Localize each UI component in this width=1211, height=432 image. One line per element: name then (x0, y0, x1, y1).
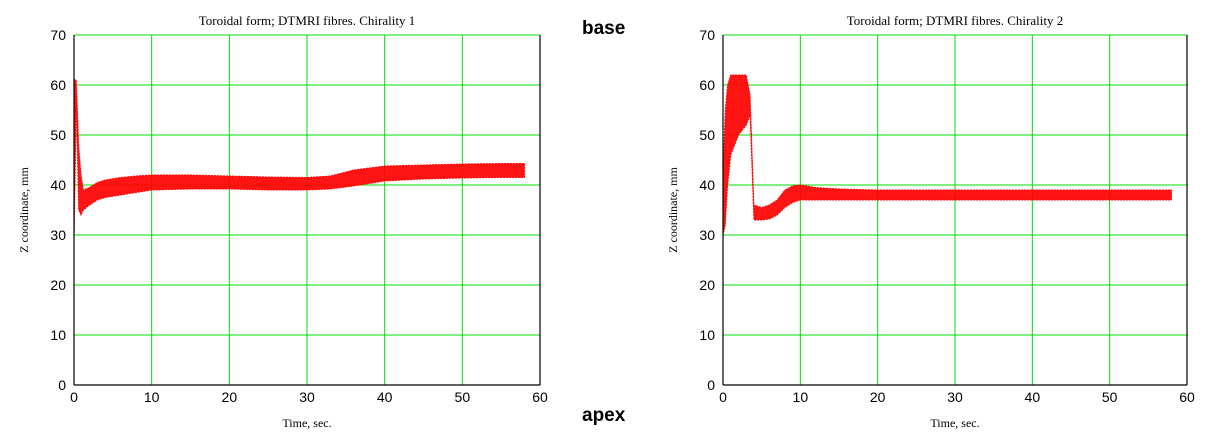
y-tick-label: 10 (699, 327, 715, 343)
y-axis-label: Z coordinate, mm (17, 167, 31, 253)
y-axis-label: Z coordinate, mm (666, 167, 680, 253)
data-band-series-0 (722, 74, 1172, 236)
x-tick-label: 40 (377, 389, 393, 405)
y-tick-label: 20 (50, 277, 66, 293)
y-tick-label: 10 (50, 327, 66, 343)
x-tick-label: 0 (719, 389, 727, 405)
x-tick-label: 20 (222, 389, 238, 405)
y-tick-label: 30 (50, 227, 66, 243)
y-tick-label: 50 (699, 127, 715, 143)
x-tick-label: 10 (144, 389, 160, 405)
base-label: base (582, 18, 625, 39)
x-tick-label: 40 (1025, 389, 1041, 405)
y-tick-label: 40 (50, 177, 66, 193)
chart-title: Toroidal form; DTMRI fibres. Chirality 1 (199, 13, 415, 28)
y-tick-label: 0 (707, 377, 715, 393)
chart-chirality-1: 0 10 20 30 40 50 60 0 10 20 30 40 50 60 70 Toroidal for… (17, 13, 548, 430)
x-tick-label: 30 (299, 389, 315, 405)
apex-label: apex (582, 405, 626, 426)
x-tick-label: 60 (532, 389, 548, 405)
x-tick-label: 50 (455, 389, 471, 405)
x-axis-label: Time, sec. (282, 416, 331, 430)
y-tick-label: 50 (50, 127, 66, 143)
y-tick-label: 60 (50, 77, 66, 93)
x-tick-label: 10 (793, 389, 809, 405)
y-tick-label: 40 (699, 177, 715, 193)
x-tick-label: 30 (947, 389, 963, 405)
x-axis-label: Time, sec. (930, 416, 979, 430)
x-tick-label: 50 (1102, 389, 1118, 405)
y-tick-label: 70 (699, 27, 715, 43)
x-tick-label: 60 (1179, 389, 1195, 405)
y-tick-label: 70 (50, 27, 66, 43)
chart-title: Toroidal form; DTMRI fibres. Chirality 2 (847, 13, 1063, 28)
x-tick-label: 0 (70, 389, 78, 405)
chart-chirality-2: 0 10 20 30 40 50 60 0 10 20 30 40 50 60 70 Toroidal for… (666, 13, 1195, 430)
y-tick-label: 20 (699, 277, 715, 293)
y-tick-label: 0 (58, 377, 66, 393)
data-band-series-0 (73, 79, 525, 246)
x-tick-label: 20 (870, 389, 886, 405)
y-tick-label: 30 (699, 227, 715, 243)
y-tick-label: 60 (699, 77, 715, 93)
